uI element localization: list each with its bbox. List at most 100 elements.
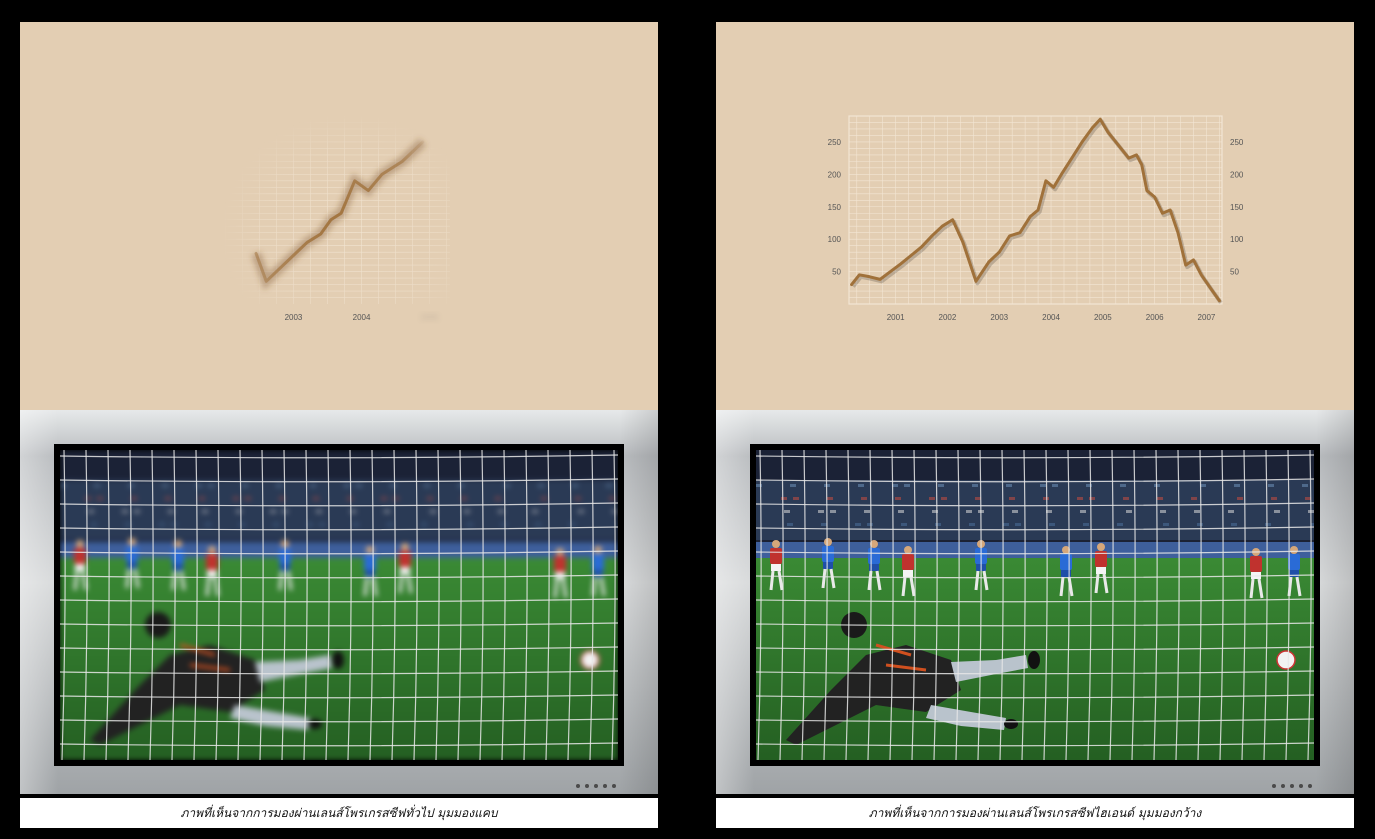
- crowd-speck: [1003, 523, 1009, 526]
- x-tick-label: 2003: [990, 313, 1008, 322]
- crowd-speck: [569, 523, 575, 526]
- crowd-speck: [273, 523, 279, 526]
- net-line-h: [756, 622, 1314, 627]
- crowd-speck: [1052, 484, 1058, 487]
- y-tick-label-right: 150: [1230, 203, 1244, 212]
- net-line-h: [756, 502, 1314, 507]
- crowd-speck: [205, 523, 211, 526]
- crowd-speck: [1274, 510, 1280, 513]
- crowd-speck: [85, 497, 91, 500]
- crowd-speck: [966, 510, 972, 513]
- net-line-v: [83, 450, 88, 760]
- net-line-h: [756, 694, 1314, 699]
- net-line-v: [435, 450, 440, 760]
- crowd-speck: [898, 510, 904, 513]
- net-line-v: [259, 450, 264, 760]
- net-line-h: [60, 694, 618, 699]
- plot-frame: [848, 115, 1223, 305]
- net-line-v: [1197, 450, 1202, 760]
- crowd-speck: [430, 510, 436, 513]
- net-line-v: [501, 450, 506, 760]
- crowd-speck: [347, 497, 353, 500]
- crowd-speck: [1015, 523, 1021, 526]
- football: [1276, 650, 1296, 670]
- crowd-speck: [972, 484, 978, 487]
- y-tick-label-right: 250: [1230, 138, 1244, 147]
- crowd-speck: [1200, 484, 1206, 487]
- net-line-v: [977, 450, 982, 760]
- x-tick-label: 2004: [353, 313, 371, 322]
- net-line-v: [1175, 450, 1180, 760]
- crowd-speck: [162, 484, 168, 487]
- crowd-speck: [1268, 484, 1274, 487]
- net-line-v: [911, 450, 916, 760]
- net-line-v: [413, 450, 418, 760]
- net-line-v: [369, 450, 374, 760]
- indicator-dot: [1299, 784, 1303, 788]
- net-line-v: [567, 450, 572, 760]
- net-line-v: [801, 450, 806, 760]
- crowd-speck: [790, 484, 796, 487]
- crowd-speck: [781, 497, 787, 500]
- crowd-speck: [867, 523, 873, 526]
- net-line-v: [589, 450, 594, 760]
- crowd-speck: [858, 484, 864, 487]
- crowd-speck: [171, 523, 177, 526]
- crowd-speck: [245, 497, 251, 500]
- net-line-h: [60, 622, 618, 627]
- net-line-v: [999, 450, 1004, 760]
- crowd-speck: [461, 497, 467, 500]
- crowd-speck: [1228, 510, 1234, 513]
- net-line-v: [479, 450, 484, 760]
- net-line-v: [281, 450, 286, 760]
- player-red: [398, 543, 413, 594]
- indicator-dot: [594, 784, 598, 788]
- crowd-speck: [606, 484, 612, 487]
- player-red: [553, 548, 568, 599]
- crowd-speck: [1083, 523, 1089, 526]
- net-line-h: [756, 478, 1314, 483]
- crowd-speck: [199, 497, 205, 500]
- crowd-speck: [242, 484, 248, 487]
- crowd-speck: [134, 510, 140, 513]
- crowd-speck: [344, 484, 350, 487]
- net-line-h: [60, 670, 618, 675]
- panel-standard-lens: 2003 2004 2005 ภาพที่เห็นจากการมองผ่านเลนส…: [20, 22, 658, 828]
- crowd-speck: [578, 510, 584, 513]
- crowd-speck: [279, 497, 285, 500]
- crowd-speck: [975, 497, 981, 500]
- net-line-v: [1307, 450, 1312, 760]
- crowd-speck: [1120, 484, 1126, 487]
- line-chart-left: 2003 2004 2005: [205, 116, 450, 322]
- crowd-speck: [895, 497, 901, 500]
- crowd-speck: [165, 497, 171, 500]
- crowd-speck: [535, 523, 541, 526]
- football: [580, 650, 600, 670]
- crowd-speck: [91, 523, 97, 526]
- crowd-speck: [784, 510, 790, 513]
- y-tick-label-left: 100: [828, 235, 842, 244]
- crowd-speck: [830, 510, 836, 513]
- crowd-speck: [307, 523, 313, 526]
- net-line-v: [1219, 450, 1224, 760]
- crowd-speck: [935, 523, 941, 526]
- crowd-speck: [356, 484, 362, 487]
- tv-indicator-dots-left: [576, 784, 616, 788]
- goal-net: [756, 450, 1314, 760]
- indicator-dot: [612, 784, 616, 788]
- crowd-speck: [464, 510, 470, 513]
- player-red: [205, 546, 220, 597]
- crowd-speck: [615, 523, 618, 526]
- crowd-speck: [60, 484, 66, 487]
- net-line-v: [1087, 450, 1092, 760]
- crowd-speck: [495, 497, 501, 500]
- y-tick-label-right: 200: [1230, 170, 1244, 179]
- goal-net: [60, 450, 618, 760]
- net-line-h: [756, 646, 1314, 651]
- net-line-h: [756, 598, 1314, 603]
- net-line-h: [756, 742, 1314, 747]
- player-red: [901, 546, 916, 597]
- crowd-speck: [88, 510, 94, 513]
- crowd-speck: [467, 523, 473, 526]
- net-line-v: [325, 450, 330, 760]
